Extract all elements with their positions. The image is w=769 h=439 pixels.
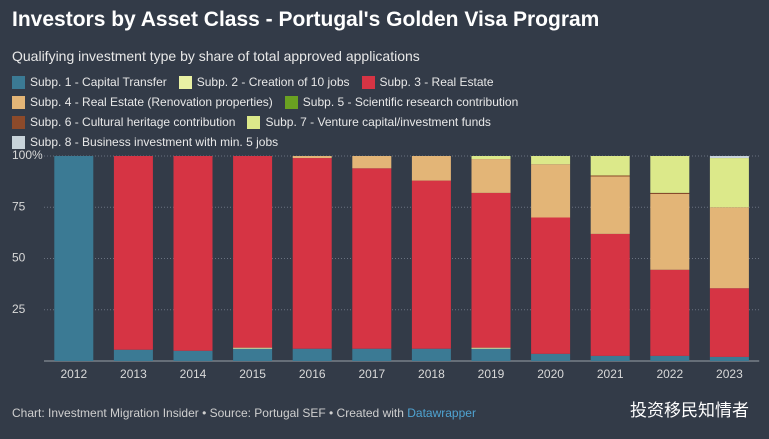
legend-item: Subp. 4 - Real Estate (Renovation proper…: [12, 94, 273, 110]
legend-swatch: [12, 75, 25, 89]
footer: Chart: Investment Migration Insider • So…: [12, 406, 476, 420]
y-tick-label: 25: [12, 302, 26, 316]
legend-label: Subp. 3 - Real Estate: [379, 75, 494, 89]
legend: Subp. 1 - Capital Transfer Subp. 2 - Crea…: [12, 74, 762, 150]
bar-segment: [471, 348, 511, 361]
bar-segment: [471, 156, 511, 160]
x-tick-label: 2020: [537, 367, 564, 381]
bar-segment: [113, 156, 153, 350]
bar-segment: [471, 159, 511, 193]
legend-label: Subp. 6 - Cultural heritage contribution: [30, 115, 236, 129]
chart-title: Investors by Asset Class - Portugal's Go…: [12, 8, 600, 31]
watermark: 投资移民知情者: [630, 401, 749, 421]
x-tick-label: 2017: [358, 367, 385, 381]
x-tick-label: 2013: [120, 367, 147, 381]
bar-segment: [411, 180, 451, 349]
footer-link[interactable]: Datawrapper: [407, 406, 476, 420]
x-tick-label: 2019: [478, 367, 505, 381]
x-tick-label: 2018: [418, 367, 445, 381]
bar-segment: [709, 156, 749, 159]
bar-segment: [113, 349, 153, 361]
legend-item: Subp. 1 - Capital Transfer: [12, 74, 167, 90]
bar-segment: [531, 353, 571, 361]
legend-item: Subp. 8 - Business investment with min. …: [12, 134, 278, 150]
bar-segment: [650, 355, 690, 361]
x-tick-label: 2023: [716, 367, 743, 381]
chart-subtitle: Qualifying investment type by share of t…: [12, 48, 420, 64]
legend-swatch: [12, 115, 25, 129]
bar-segment: [471, 192, 511, 348]
bar-segment: [590, 355, 630, 361]
legend-label: Subp. 1 - Capital Transfer: [30, 75, 167, 89]
x-tick-label: 2014: [180, 367, 207, 381]
bar-segment: [411, 156, 451, 181]
y-tick-label: 100%: [12, 148, 43, 162]
legend-item: Subp. 6 - Cultural heritage contribution: [12, 114, 235, 130]
y-tick-label: 50: [12, 251, 26, 265]
footer-text: Chart: Investment Migration Insider • So…: [12, 406, 404, 420]
legend-swatch: [361, 75, 375, 89]
legend-item: Subp. 3 - Real Estate: [361, 74, 494, 90]
bar-segment: [471, 347, 511, 349]
bar-segment: [650, 156, 690, 193]
bar-segment: [352, 156, 392, 169]
bar-segment: [590, 233, 630, 356]
x-tick-label: 2016: [299, 367, 326, 381]
bar-segment: [292, 348, 332, 361]
y-tick-label: 75: [12, 199, 26, 213]
bar-segment: [709, 288, 749, 357]
bar-segment: [709, 356, 749, 361]
bar-segment: [650, 192, 690, 194]
legend-label: Subp. 2 - Creation of 10 jobs: [196, 75, 350, 89]
bar-segment: [531, 156, 571, 165]
bar-segment: [590, 176, 630, 234]
x-tick-label: 2021: [597, 367, 624, 381]
bar-segment: [709, 207, 749, 289]
bar-segment: [233, 156, 273, 348]
bar-segment: [233, 347, 273, 349]
legend-swatch: [284, 95, 298, 109]
legend-label: Subp. 4 - Real Estate (Renovation proper…: [30, 95, 273, 109]
legend-swatch: [12, 135, 25, 149]
legend-label: Subp. 8 - Business investment with min. …: [30, 135, 279, 149]
bar-segment: [709, 158, 749, 208]
bar-segment: [292, 156, 332, 159]
legend-label: Subp. 7 - Venture capital/investment fun…: [265, 115, 491, 129]
bar-segment: [352, 348, 392, 361]
bar-segment: [173, 156, 213, 351]
legend-swatch: [178, 75, 192, 89]
bar-segment: [173, 350, 213, 361]
legend-swatch: [12, 95, 25, 109]
bar-segment: [531, 217, 571, 354]
legend-item: Subp. 5 - Scientific research contributi…: [284, 94, 519, 110]
bar-segment: [292, 158, 332, 349]
legend-label: Subp. 5 - Scientific research contributi…: [302, 95, 519, 109]
legend-item: Subp. 2 - Creation of 10 jobs: [178, 74, 350, 90]
bar-segment: [531, 164, 571, 218]
x-tick-label: 2015: [239, 367, 266, 381]
bar-segment: [411, 348, 451, 361]
bar-segment: [233, 348, 273, 361]
x-tick-label: 2012: [60, 367, 87, 381]
bar-segment: [650, 193, 690, 270]
bar-segment: [352, 168, 392, 349]
bar-segment: [590, 156, 630, 176]
bar-segment: [54, 156, 94, 361]
bar-segment: [590, 175, 630, 177]
legend-item: Subp. 7 - Venture capital/investment fun…: [247, 114, 491, 130]
x-tick-label: 2022: [656, 367, 683, 381]
bar-segment: [650, 269, 690, 356]
legend-swatch: [247, 115, 261, 129]
